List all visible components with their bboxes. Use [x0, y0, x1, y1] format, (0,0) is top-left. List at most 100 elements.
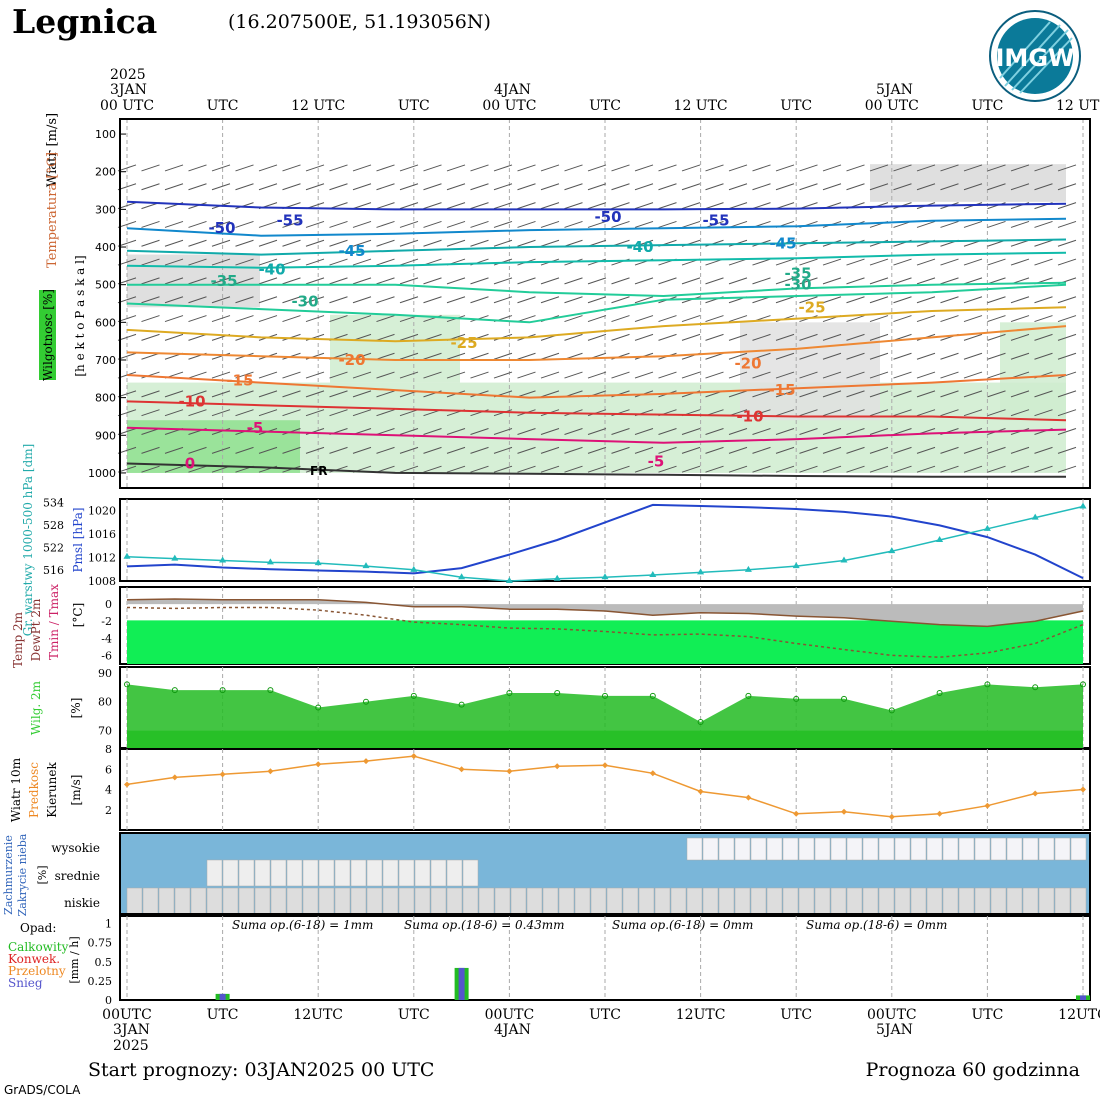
thickness-point — [553, 574, 561, 581]
thickness-point — [266, 558, 274, 565]
opad-title: Opad: — [20, 921, 56, 935]
wind-barb — [752, 371, 771, 379]
wind-barb — [211, 277, 231, 285]
wind-barb — [916, 164, 936, 172]
wind-barb — [282, 220, 301, 228]
cloud-high-block — [702, 837, 719, 861]
wind-barb — [1010, 465, 1030, 473]
isotherm-label: -35 — [784, 264, 811, 282]
wind-speed-point — [554, 763, 561, 770]
wind-barb — [188, 239, 207, 247]
wind-barb — [188, 220, 207, 228]
wind-barb — [893, 428, 912, 435]
wind-barb — [446, 296, 466, 304]
wind-barb — [963, 258, 983, 266]
wind-barb — [399, 220, 419, 228]
wind-barb — [869, 446, 889, 454]
zachmurzenie-label: Zachmurzenie — [2, 835, 15, 915]
precip-tick: 1 — [105, 918, 112, 931]
wind-barb — [376, 390, 395, 398]
wind-barb — [681, 315, 701, 323]
wind-barb — [846, 371, 865, 379]
wind-barb — [517, 277, 536, 285]
wind-barb — [869, 296, 889, 304]
wind-barb — [752, 446, 771, 454]
wind-barb — [916, 220, 936, 228]
wind-barb — [940, 352, 959, 360]
thickness-point — [744, 565, 752, 572]
snow-bar — [219, 993, 226, 1000]
pmsl-line — [126, 503, 1084, 579]
humidity-fill — [740, 322, 880, 421]
wind-barb — [211, 315, 231, 323]
sum-2: Suma op.(18-6) = 0.43mm — [404, 918, 565, 932]
humidity-fill — [870, 164, 1066, 202]
wind-barb — [634, 164, 654, 172]
temperatura-label: Temperatura [°C] — [45, 152, 60, 268]
legend-calkowity: Calkowity — [8, 940, 69, 954]
wind-barb — [305, 220, 325, 228]
cloud-mid-block — [206, 859, 223, 887]
wind-barb — [470, 428, 489, 435]
wind-barb — [376, 258, 395, 266]
wind-barb — [211, 390, 231, 398]
wind-barb — [423, 220, 442, 228]
wind-barb — [564, 446, 583, 454]
wind-barb — [893, 296, 912, 304]
wind-barb — [587, 371, 607, 379]
wind-barb — [822, 333, 842, 341]
time-tick-top: 00 UTC — [482, 98, 536, 114]
wind-barb — [164, 220, 184, 228]
wind-barb — [987, 296, 1006, 304]
wind-barb — [940, 220, 959, 228]
wind-barb — [822, 390, 842, 398]
wind-barb — [611, 296, 630, 304]
wind-barb — [517, 390, 536, 398]
cloud-low-block — [1022, 887, 1039, 915]
wind-barb — [916, 183, 936, 191]
cloud-high-block — [942, 837, 959, 861]
cloud-low-block — [190, 887, 207, 915]
wind-barb — [1057, 164, 1077, 172]
wind-barb — [963, 315, 983, 323]
humidity-point — [171, 687, 178, 694]
pressure-tick-label: 500 — [95, 279, 116, 292]
wind-barb — [1057, 220, 1077, 228]
wind-barb — [258, 220, 278, 228]
wind-barb — [987, 352, 1006, 360]
cloud-mid-block — [414, 859, 431, 887]
legend-snieg: Snieg — [8, 976, 43, 990]
cloud-high-block — [1038, 837, 1055, 861]
wind-barb — [1010, 183, 1030, 191]
wind-barb — [1010, 315, 1030, 323]
wind-barb — [869, 465, 889, 473]
wind-barb — [141, 164, 160, 172]
cloud-low-block — [862, 887, 879, 915]
wind-tick: 6 — [105, 763, 112, 776]
isotherm-label: -30 — [291, 293, 318, 311]
cloud-mid-block — [398, 859, 415, 887]
wind-barb — [658, 277, 677, 285]
wind-barb — [728, 164, 748, 172]
wind-barb — [376, 465, 395, 473]
wind-barb — [446, 446, 466, 454]
wind-barb — [1010, 164, 1030, 172]
wind-barb — [399, 296, 419, 304]
wind-barb — [470, 277, 489, 285]
imgw-logo: IMGW — [989, 10, 1081, 102]
pressure-tick-label: 400 — [95, 241, 116, 254]
wind-barb — [634, 333, 654, 341]
wind-barb — [1057, 428, 1077, 435]
isotherm-line — [126, 200, 1067, 211]
wind-barb — [963, 333, 983, 341]
wind-barb — [916, 371, 936, 379]
wind-barb — [1010, 258, 1030, 266]
wind-barb — [329, 164, 348, 172]
wind-barb — [1034, 296, 1053, 304]
cloud-low-block — [686, 887, 703, 915]
wind-barb — [423, 352, 442, 360]
isotherm-label: -45 — [338, 242, 365, 260]
time-tick-top: 00 UTC — [100, 98, 154, 114]
wind-speed-point — [410, 753, 417, 760]
cloud-low-block — [750, 887, 767, 915]
